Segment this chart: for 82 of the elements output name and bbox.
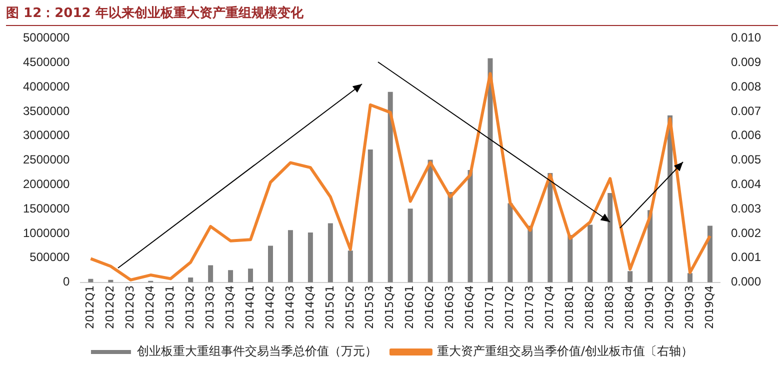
x-tick-label: 2012Q4	[143, 285, 156, 330]
y2-tick-label: 0.009	[730, 54, 762, 69]
x-tick-label: 2019Q2	[662, 285, 676, 330]
bar	[248, 268, 254, 282]
legend-label: 重大资产重组交易当季价值/创业板市值〔右轴）	[436, 344, 694, 358]
chart-title: 图 12：2012 年以来创业板重大资产重组规模变化	[6, 4, 778, 26]
y2-tick-label: 0.000	[730, 274, 762, 289]
x-tick-label: 2019Q4	[702, 285, 716, 330]
y2-tick-label: 0.010	[730, 30, 762, 45]
bar	[408, 208, 413, 282]
bar	[548, 172, 553, 282]
bar	[528, 226, 533, 282]
x-tick-label: 2017Q4	[543, 285, 556, 330]
y-tick-label: 3500000	[23, 104, 70, 118]
y2-tick-label: 0.008	[730, 79, 762, 94]
x-tick-label: 2015Q3	[363, 285, 376, 330]
y2-tick-label: 0.004	[730, 177, 762, 191]
x-tick-label: 2018Q4	[622, 285, 636, 330]
y2-tick-label: 0.001	[730, 250, 762, 264]
bar	[588, 224, 593, 282]
x-tick-label: 2013Q1	[163, 285, 176, 330]
y-tick-label: 4500000	[23, 54, 70, 69]
bar	[688, 273, 693, 282]
y-tick-label: 2500000	[23, 152, 70, 167]
x-tick-label: 2017Q1	[483, 285, 496, 330]
x-tick-label: 2017Q3	[523, 285, 536, 330]
x-tick-label: 2014Q1	[243, 285, 256, 330]
bar	[488, 58, 493, 282]
y-tick-label: 2000000	[23, 177, 70, 191]
x-tick-label: 2013Q4	[223, 285, 236, 330]
bar	[328, 223, 333, 282]
y-tick-label: 1500000	[23, 201, 70, 216]
x-tick-label: 2015Q1	[323, 285, 336, 330]
bar	[348, 250, 353, 282]
x-tick-label: 2018Q2	[582, 285, 596, 330]
bar	[628, 271, 633, 282]
bar	[468, 170, 473, 282]
bar	[388, 92, 393, 282]
bar	[608, 192, 613, 282]
y2-tick-label: 0.003	[730, 201, 762, 216]
bar	[568, 234, 573, 282]
y-tick-label: 3000000	[23, 128, 70, 142]
y2-tick-label: 0.005	[730, 152, 762, 167]
x-tick-label: 2015Q2	[343, 285, 356, 330]
y2-tick-label: 0.006	[730, 128, 762, 142]
x-tick-label: 2019Q3	[682, 285, 696, 330]
y2-tick-label: 0.007	[730, 104, 762, 118]
x-tick-label: 2018Q3	[602, 285, 616, 330]
legend-label: 创业板重大重组事件交易当季总价值（万元）	[136, 344, 377, 358]
y-tick-label: 4000000	[23, 79, 70, 94]
x-tick-label: 2016Q2	[423, 285, 436, 330]
x-tick-label: 2012Q2	[104, 285, 117, 330]
x-tick-label: 2019Q1	[642, 285, 656, 330]
bar	[448, 192, 453, 282]
bar	[368, 150, 373, 282]
bar	[707, 226, 712, 282]
bar	[188, 277, 194, 282]
x-tick-label: 2013Q3	[203, 285, 216, 330]
x-tick-label: 2016Q1	[403, 285, 416, 330]
bar	[228, 270, 234, 282]
y-tick-label: 5000000	[23, 30, 70, 45]
x-tick-label: 2012Q3	[124, 285, 137, 330]
y-tick-label: 1000000	[23, 226, 70, 240]
y-tick-label: 500000	[30, 250, 70, 264]
x-tick-label: 2012Q1	[84, 285, 97, 330]
bar	[208, 265, 214, 282]
bar	[288, 230, 293, 282]
x-tick-label: 2016Q3	[443, 285, 456, 330]
bar	[428, 160, 433, 282]
y-tick-label: 0	[63, 274, 70, 289]
y2-tick-label: 0.002	[730, 226, 762, 240]
x-tick-label: 2014Q3	[283, 285, 296, 330]
x-tick-label: 2018Q1	[563, 285, 576, 330]
x-tick-label: 2013Q2	[183, 285, 196, 330]
x-tick-label: 2014Q4	[303, 285, 316, 330]
bar	[268, 246, 273, 282]
x-tick-label: 2016Q4	[463, 285, 476, 330]
bar	[508, 203, 513, 282]
x-tick-label: 2015Q4	[383, 285, 396, 330]
bar	[308, 232, 313, 282]
x-tick-label: 2014Q2	[263, 285, 276, 330]
x-tick-label: 2017Q2	[503, 285, 516, 330]
